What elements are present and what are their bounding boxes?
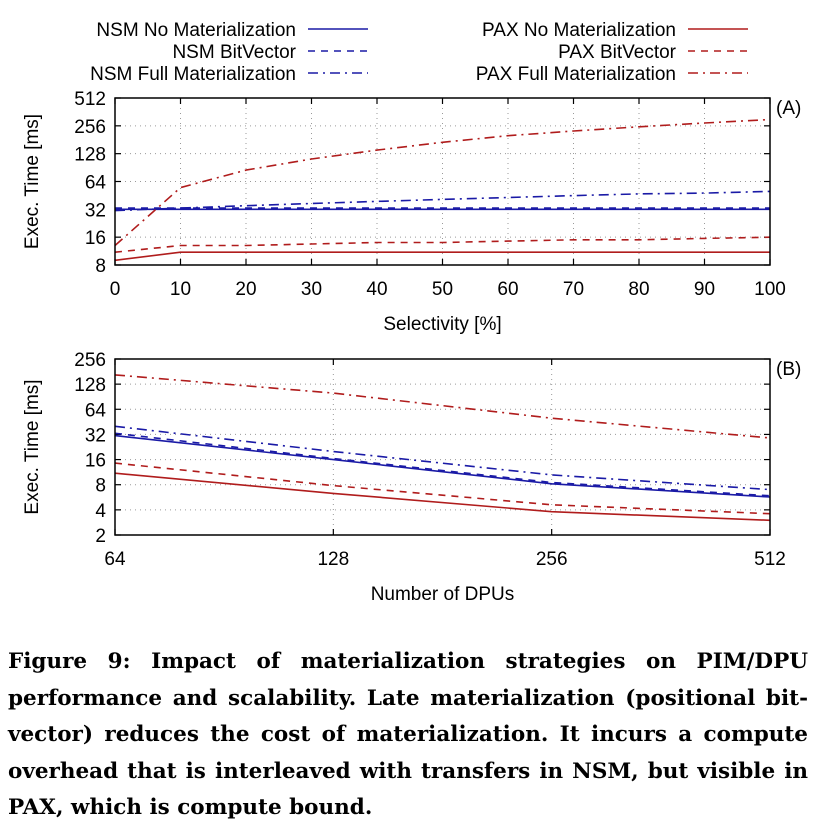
series-line — [114, 425, 771, 491]
series-line — [114, 118, 771, 247]
chart-panel-b: 64 128 256 512 2 4 8 16 32 64 128 256 (B) Number of D… — [22, 350, 801, 605]
x-tick-label: 64 — [104, 549, 126, 570]
x-tick-label: 60 — [497, 279, 518, 300]
y-axis-label: Exec. Time [ms] — [22, 114, 43, 249]
x-axis-label: Selectivity [%] — [383, 314, 501, 335]
x-tick-label: 100 — [754, 279, 786, 300]
panel-label: (B) — [776, 359, 801, 380]
y-tick-label: 2 — [95, 526, 106, 547]
figure-caption: Figure 9: Impact of materialization stra… — [8, 649, 808, 820]
plot-frame — [114, 97, 771, 266]
y-tick-label: 64 — [85, 173, 107, 194]
x-tick-label: 80 — [628, 279, 649, 300]
y-tick-label: 32 — [85, 200, 106, 221]
series-line — [114, 472, 771, 522]
x-axis-label: Number of DPUs — [371, 584, 515, 605]
plot-frame — [114, 358, 771, 536]
y-tick-label: 32 — [85, 425, 106, 446]
x-tick-label: 512 — [754, 549, 786, 570]
x-tick-label: 30 — [301, 279, 322, 300]
x-tick-label: 50 — [432, 279, 453, 300]
x-tick-label: 0 — [110, 279, 121, 300]
y-tick-label: 256 — [74, 117, 106, 138]
series-line — [114, 374, 771, 439]
legend-label: PAX Full Materialization — [476, 64, 676, 85]
y-tick-label: 512 — [74, 89, 106, 110]
series-line — [114, 432, 771, 497]
x-tick-label: 90 — [694, 279, 715, 300]
y-tick-label: 8 — [95, 256, 106, 277]
series-line — [114, 236, 771, 253]
y-tick-label: 128 — [74, 145, 106, 166]
legend-label: NSM Full Materialization — [90, 64, 296, 85]
x-tick-label: 10 — [170, 279, 191, 300]
y-tick-label: 256 — [74, 350, 106, 371]
y-tick-label: 4 — [95, 501, 106, 522]
series-line — [114, 251, 770, 262]
x-tick-label: 20 — [235, 279, 256, 300]
legend-label: PAX No Materialization — [482, 20, 676, 41]
series-line — [114, 462, 771, 515]
legend-label: NSM No Materialization — [96, 20, 296, 41]
x-tick-label: 128 — [317, 549, 349, 570]
x-tick-label: 40 — [366, 279, 387, 300]
chart-panel-a: 0 10 20 30 40 50 60 70 80 90 100 8 16 32 64 128 256 512 (A… — [22, 89, 801, 335]
series-line — [114, 434, 771, 498]
y-tick-label: 128 — [74, 375, 106, 396]
x-tick-label: 70 — [563, 279, 584, 300]
x-tick-label: 256 — [536, 549, 568, 570]
y-tick-label: 64 — [85, 400, 107, 421]
y-tick-label: 16 — [85, 451, 106, 472]
panel-label: (A) — [776, 98, 801, 119]
legend-label: NSM BitVector — [172, 42, 296, 63]
legend-label: PAX BitVector — [558, 42, 677, 63]
y-axis-label: Exec. Time [ms] — [22, 379, 43, 514]
y-tick-label: 16 — [85, 228, 106, 249]
y-tick-label: 8 — [95, 476, 106, 497]
